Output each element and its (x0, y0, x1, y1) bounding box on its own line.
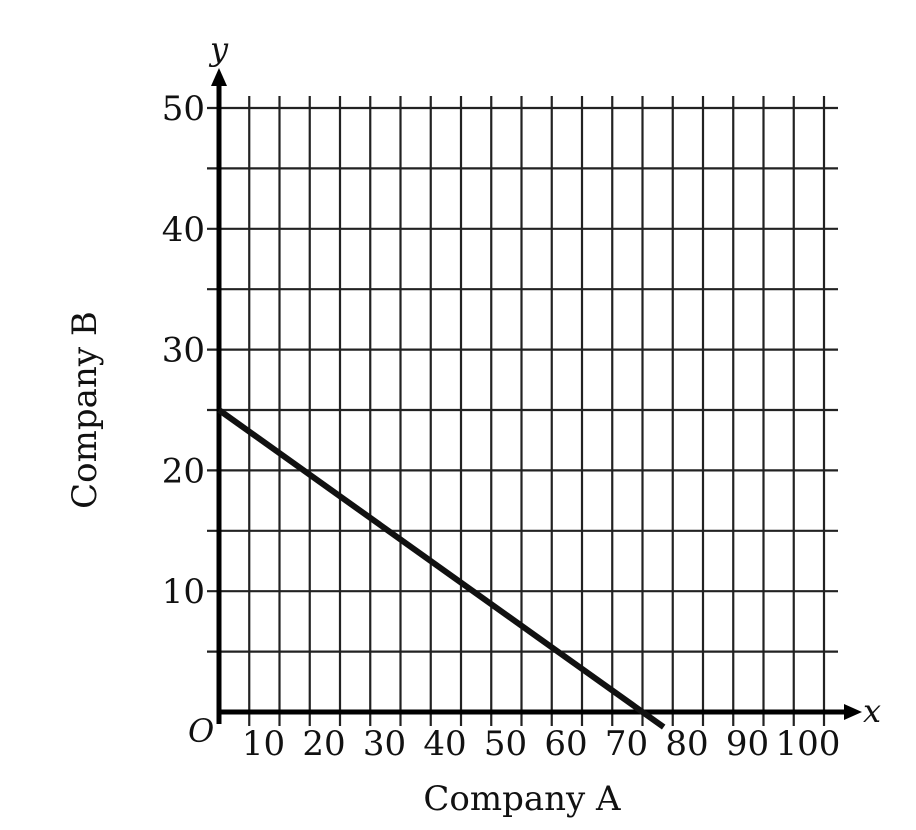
y-tick-label: 10 (162, 572, 205, 612)
y-tick-label: 50 (162, 89, 205, 129)
series (217, 407, 666, 730)
x-tick-label: 40 (423, 724, 466, 764)
x-tick-label: 100 (776, 724, 841, 764)
y-tick-label: 40 (162, 210, 205, 250)
x-axis-title: Company A (423, 779, 621, 819)
y-axis-arrow (211, 68, 227, 86)
x-tick-label: 30 (363, 724, 406, 764)
axes (211, 68, 862, 724)
x-tick-label: 60 (544, 724, 587, 764)
tick-labels: 10 20 30 40 50 60 70 80 90 100 10 20 30 40 50 (162, 89, 841, 764)
x-tick-label: 20 (302, 724, 345, 764)
y-axis-title: Company B (65, 311, 105, 509)
x-tick-label: 90 (726, 724, 769, 764)
grid (207, 96, 838, 726)
x-axis-arrow (844, 704, 862, 720)
x-tick-label: 50 (484, 724, 527, 764)
origin-label: O (188, 712, 214, 750)
x-tick-label: 80 (665, 724, 708, 764)
x-tick-label: 10 (242, 724, 285, 764)
x-tick-label: 70 (605, 724, 648, 764)
y-tick-label: 30 (162, 331, 205, 371)
y-tick-label: 20 (162, 451, 205, 491)
y-axis-variable: y (208, 30, 229, 68)
x-axis-variable: x (863, 692, 881, 730)
series-line (217, 407, 666, 730)
